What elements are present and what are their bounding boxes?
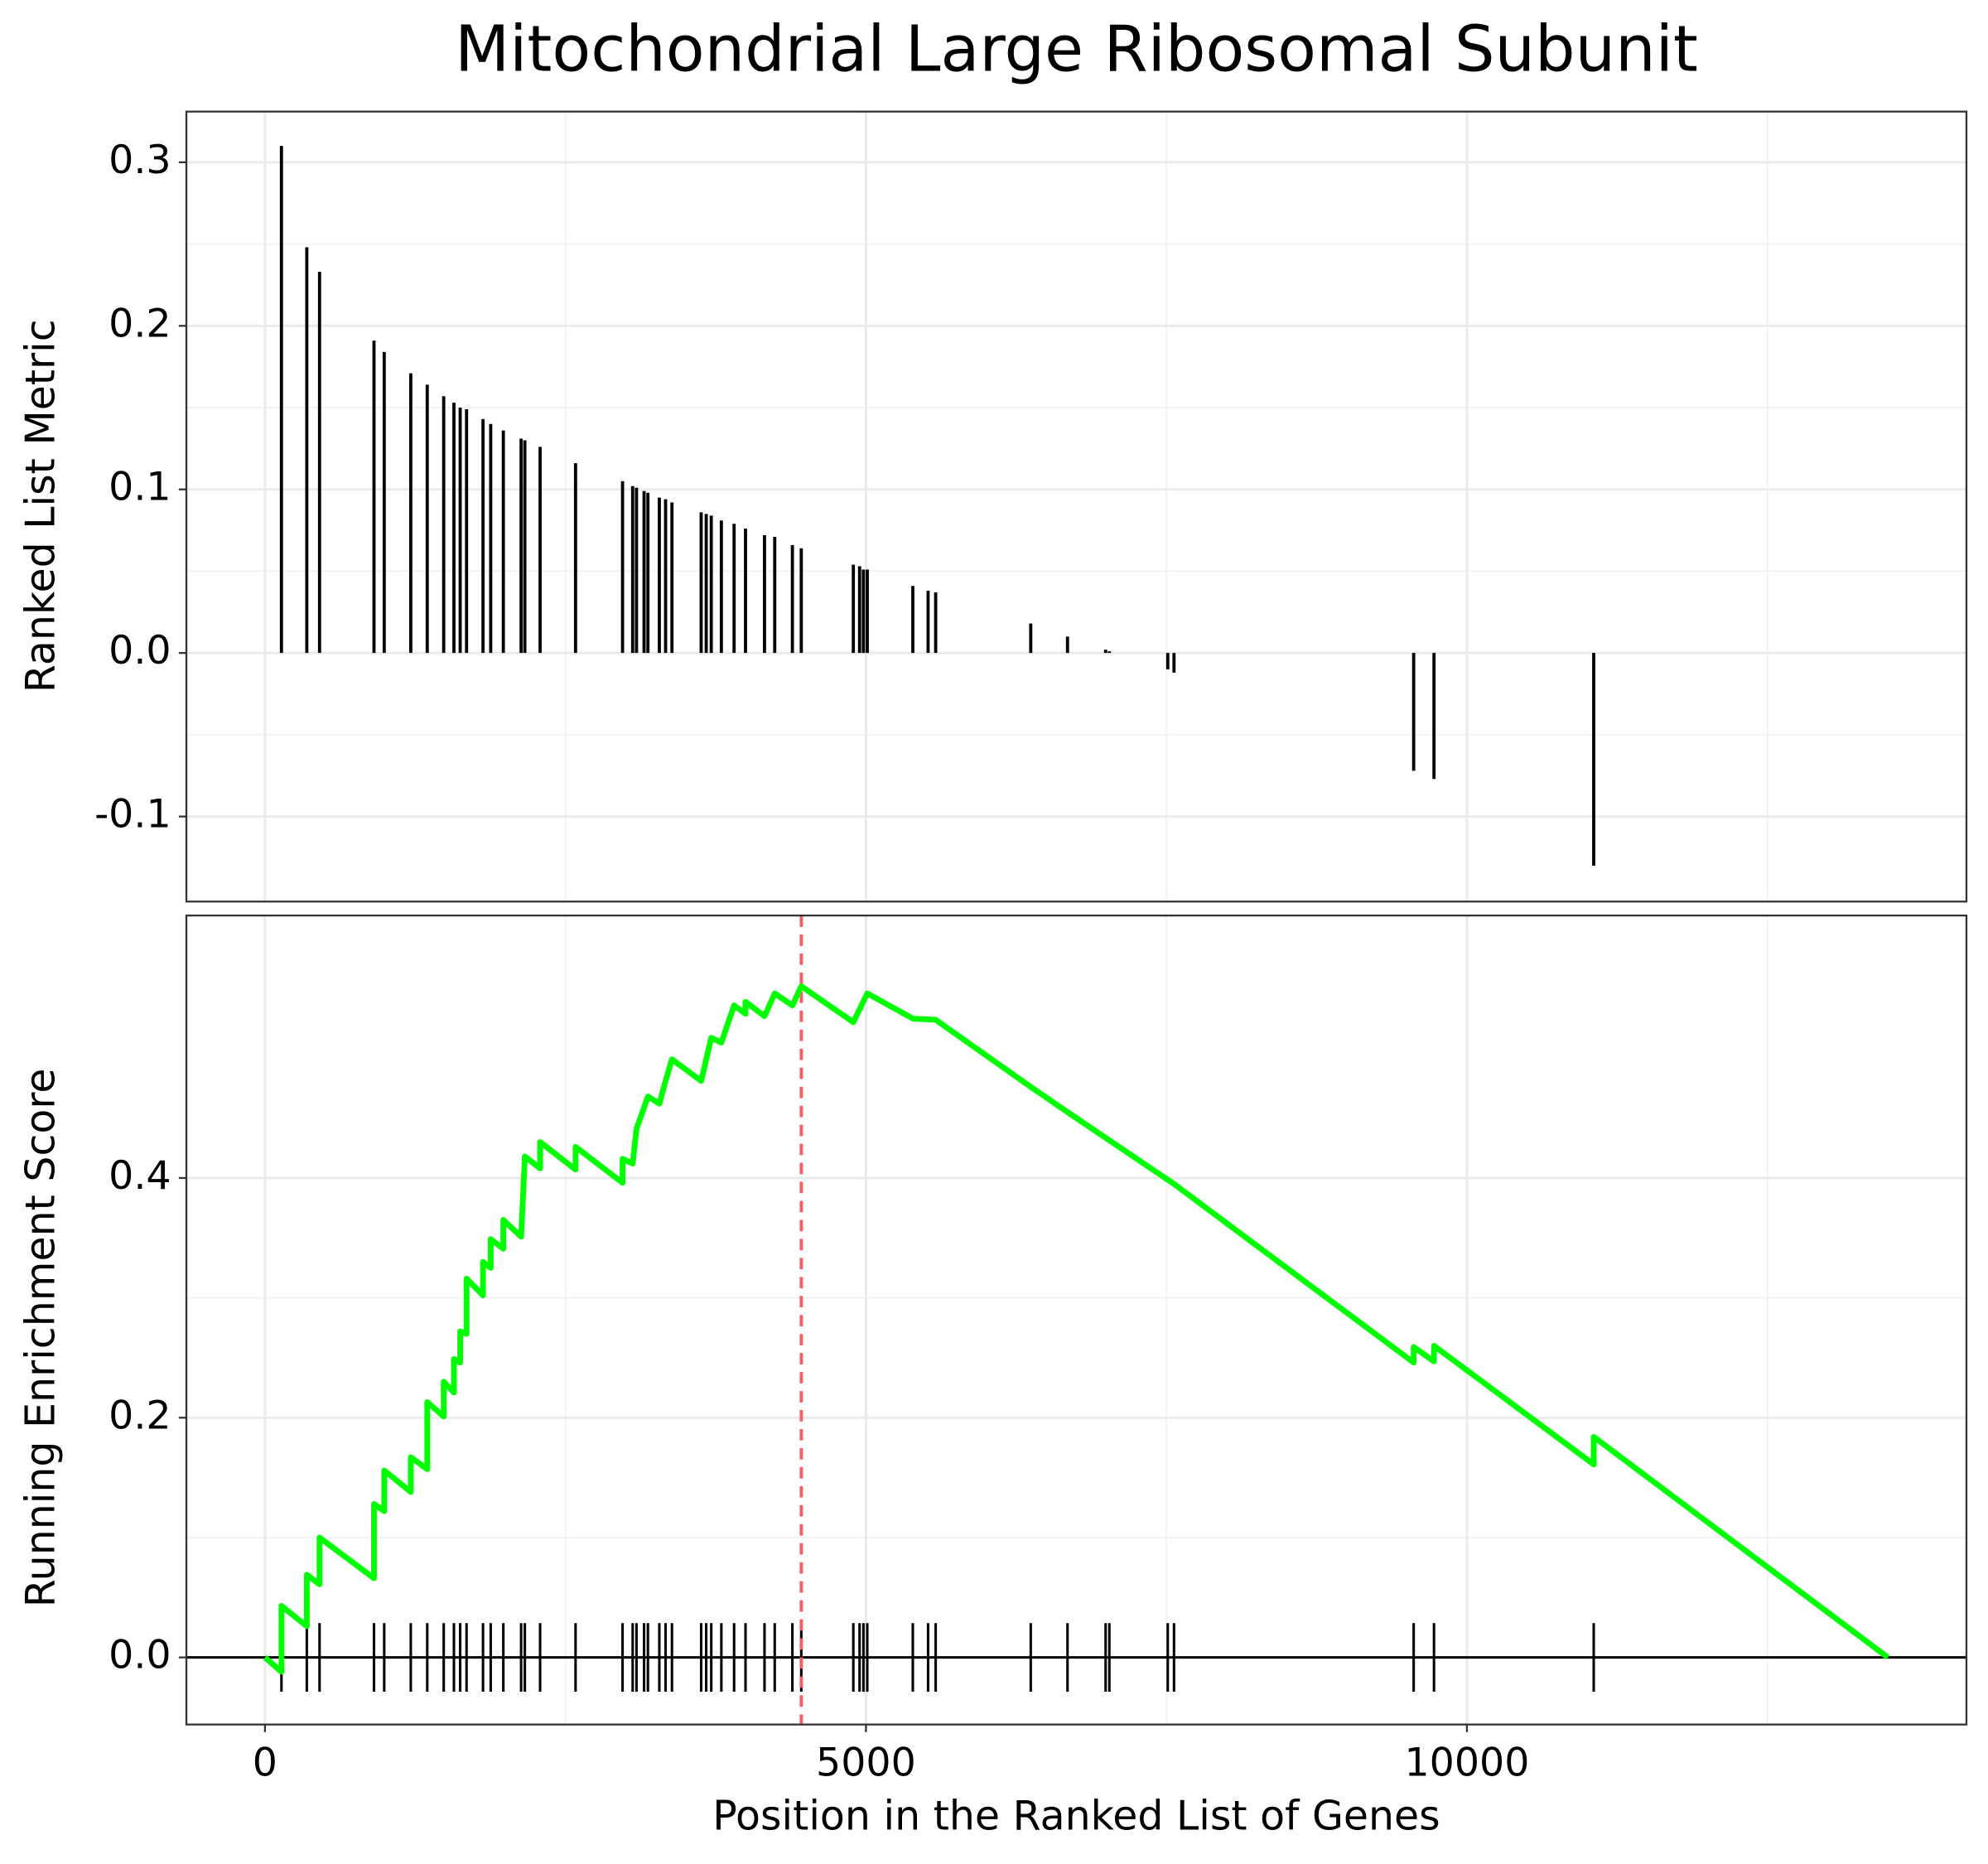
y-tick-label: 0.0: [109, 628, 171, 674]
enrichment-line: [263, 983, 1890, 1675]
y-axis-title: Ranked List Metric: [17, 319, 65, 693]
panel-border: [185, 914, 1968, 1726]
y-tick-label: -0.1: [94, 792, 171, 838]
y-tick-label: 0.2: [109, 301, 171, 346]
y-tick-label: 0.1: [109, 465, 171, 510]
panel-border: [185, 110, 1968, 903]
x-tick-label: 0: [253, 1741, 277, 1786]
y-tick-label: 0.3: [109, 138, 171, 183]
y-tick-label: 0.0: [109, 1633, 171, 1678]
x-tick-label: 10000: [1404, 1741, 1529, 1786]
x-axis-title: Position in the Ranked List of Genes: [712, 1792, 1440, 1839]
x-tick-label: 5000: [816, 1741, 916, 1786]
y-tick-label: 0.4: [109, 1153, 171, 1199]
y-axis-title: Running Enrichment Score: [17, 1068, 65, 1607]
chart-title: Mitochondrial Large Ribosomal Subunit: [455, 12, 1698, 86]
y-tick-label: 0.2: [109, 1393, 171, 1438]
